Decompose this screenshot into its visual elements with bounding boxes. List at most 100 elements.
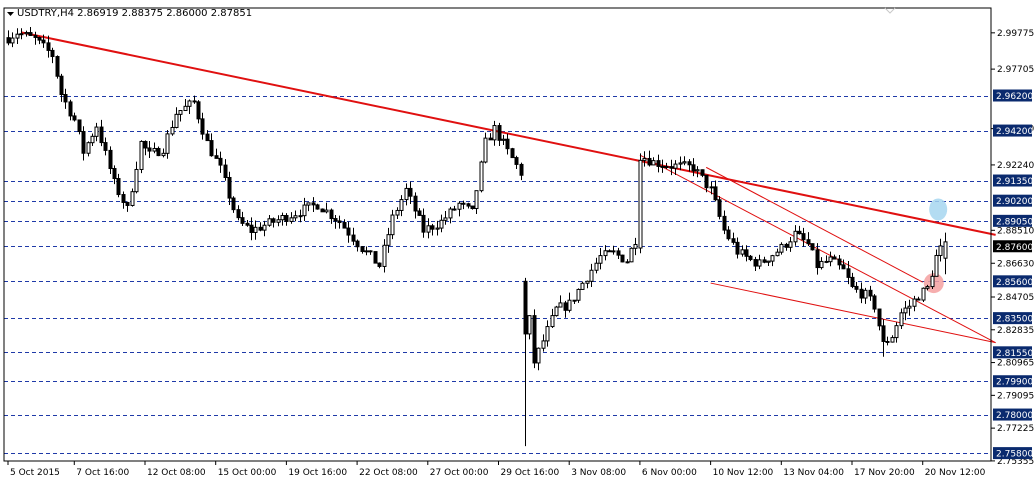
candle[interactable] — [510, 147, 515, 159]
candle[interactable] — [240, 211, 245, 227]
candle[interactable] — [448, 206, 453, 224]
candle[interactable] — [139, 140, 144, 174]
candle[interactable] — [399, 195, 404, 217]
candle[interactable] — [382, 239, 387, 273]
candle[interactable] — [223, 159, 228, 181]
candle[interactable] — [324, 202, 329, 214]
candle[interactable] — [656, 154, 661, 173]
candle[interactable] — [214, 148, 219, 159]
candle[interactable] — [846, 261, 851, 285]
candle[interactable] — [810, 243, 815, 251]
candle[interactable] — [934, 249, 939, 277]
candle[interactable] — [925, 284, 930, 291]
candle[interactable] — [801, 227, 806, 247]
candle[interactable] — [59, 73, 64, 102]
candle[interactable] — [37, 36, 42, 45]
candle[interactable] — [452, 205, 457, 211]
candle[interactable] — [112, 165, 117, 185]
candle[interactable] — [899, 308, 904, 330]
candle[interactable] — [633, 237, 638, 256]
candle[interactable] — [629, 247, 634, 263]
candle[interactable] — [726, 226, 731, 241]
candle[interactable] — [130, 188, 135, 207]
candle[interactable] — [554, 305, 559, 317]
candle[interactable] — [183, 99, 188, 112]
candle[interactable] — [413, 192, 418, 219]
candle[interactable] — [404, 183, 409, 206]
candle[interactable] — [700, 169, 705, 178]
candle[interactable] — [854, 281, 859, 293]
candle[interactable] — [46, 35, 51, 58]
candle[interactable] — [770, 254, 775, 267]
candle[interactable] — [497, 122, 502, 146]
candle[interactable] — [19, 28, 24, 40]
candle[interactable] — [364, 246, 369, 256]
candle[interactable] — [885, 336, 890, 346]
candle[interactable] — [41, 34, 46, 48]
candle[interactable] — [722, 210, 727, 235]
candle[interactable] — [930, 270, 935, 290]
candle[interactable] — [81, 126, 86, 161]
candle[interactable] — [678, 156, 683, 171]
candle[interactable] — [24, 30, 29, 37]
candle[interactable] — [443, 211, 448, 225]
candle[interactable] — [748, 255, 753, 262]
candle[interactable] — [492, 120, 497, 146]
candle[interactable] — [333, 214, 338, 229]
candle[interactable] — [280, 212, 285, 226]
candle[interactable] — [488, 133, 493, 141]
channel-midline-trendline[interactable] — [705, 166, 923, 283]
candle[interactable] — [315, 203, 320, 210]
candle[interactable] — [355, 239, 360, 252]
candle[interactable] — [236, 205, 241, 221]
candle[interactable] — [868, 285, 873, 301]
candle[interactable] — [320, 208, 325, 213]
candle[interactable] — [797, 225, 802, 235]
candle[interactable] — [108, 146, 113, 174]
candle[interactable] — [638, 153, 643, 254]
candle[interactable] — [779, 242, 784, 255]
candle[interactable] — [580, 281, 585, 290]
candle[interactable] — [532, 309, 537, 369]
candle[interactable] — [607, 249, 612, 253]
candle[interactable] — [762, 256, 767, 264]
candle[interactable] — [253, 220, 258, 240]
candle[interactable] — [200, 112, 205, 140]
channel-lower-trendline[interactable] — [710, 282, 996, 344]
candle[interactable] — [386, 227, 391, 253]
candle[interactable] — [620, 254, 625, 263]
candle[interactable] — [558, 295, 563, 308]
candle[interactable] — [673, 160, 678, 176]
candle[interactable] — [178, 110, 183, 122]
candle[interactable] — [152, 142, 157, 154]
candle[interactable] — [209, 133, 214, 157]
candle[interactable] — [306, 202, 311, 212]
candle[interactable] — [125, 201, 130, 212]
candle[interactable] — [121, 191, 126, 209]
candle[interactable] — [461, 200, 466, 210]
candle[interactable] — [337, 215, 342, 229]
candle[interactable] — [912, 295, 917, 312]
candle[interactable] — [33, 31, 38, 45]
candle[interactable] — [921, 287, 926, 302]
candle[interactable] — [174, 107, 179, 129]
candle[interactable] — [293, 210, 298, 222]
candle[interactable] — [417, 208, 422, 217]
candle[interactable] — [647, 150, 652, 167]
candle[interactable] — [439, 214, 444, 233]
candle[interactable] — [603, 245, 608, 261]
candle[interactable] — [523, 277, 528, 447]
candle[interactable] — [766, 260, 771, 266]
candle[interactable] — [687, 159, 692, 172]
candle[interactable] — [819, 257, 824, 270]
candle[interactable] — [695, 166, 700, 178]
candle[interactable] — [740, 245, 745, 257]
candle[interactable] — [824, 255, 829, 264]
candle[interactable] — [15, 28, 20, 45]
candle[interactable] — [55, 55, 60, 79]
candle[interactable] — [872, 294, 877, 313]
candle[interactable] — [894, 322, 899, 343]
candle[interactable] — [519, 162, 524, 181]
